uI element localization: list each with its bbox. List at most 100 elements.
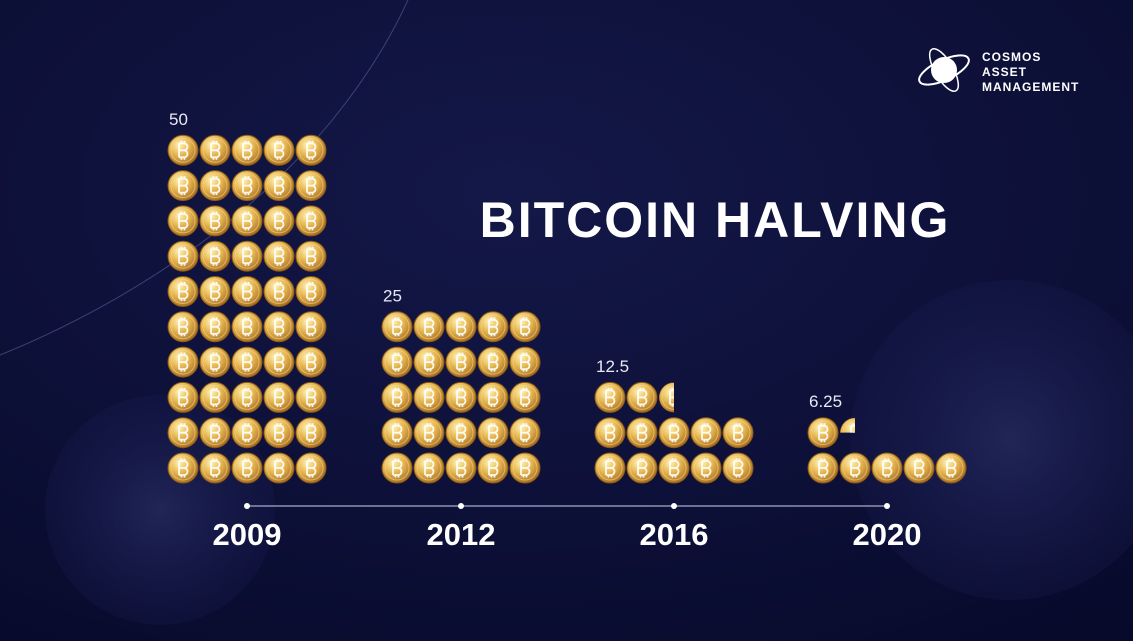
coin-symbol bbox=[242, 423, 253, 443]
coin-face bbox=[263, 170, 295, 202]
coin-symbol bbox=[242, 352, 253, 372]
coin-symbol bbox=[488, 387, 499, 407]
coin-symbol bbox=[456, 352, 467, 372]
coin-face bbox=[231, 452, 263, 484]
coin bbox=[167, 417, 199, 449]
coin-symbol bbox=[210, 140, 221, 160]
coin bbox=[167, 452, 199, 484]
coin-symbol bbox=[520, 387, 531, 407]
coin-rim bbox=[202, 173, 228, 199]
coin-face bbox=[477, 381, 509, 413]
coin-rim bbox=[512, 455, 538, 481]
coin-face bbox=[658, 452, 690, 484]
coin-symbol bbox=[637, 387, 648, 407]
coin bbox=[840, 417, 855, 433]
coin bbox=[263, 170, 295, 202]
coin-rim bbox=[202, 243, 228, 269]
coin-rim bbox=[234, 384, 260, 410]
coin-face bbox=[231, 381, 263, 413]
coin-symbol bbox=[306, 211, 317, 231]
coin-symbol bbox=[488, 352, 499, 372]
coin-rim bbox=[597, 420, 623, 446]
x-tick-label: 2012 bbox=[427, 517, 496, 552]
coin-face bbox=[295, 170, 327, 202]
logo-planet bbox=[931, 57, 957, 83]
coin bbox=[509, 311, 541, 343]
coin-face bbox=[295, 346, 327, 378]
coin-rim bbox=[234, 455, 260, 481]
coin-face bbox=[199, 417, 231, 449]
coin-symbol bbox=[242, 246, 253, 266]
coin-rim bbox=[266, 279, 292, 304]
coin-symbol bbox=[488, 423, 499, 443]
coin bbox=[413, 346, 445, 378]
coin-symbol bbox=[306, 282, 317, 301]
coin bbox=[381, 346, 413, 378]
coin bbox=[839, 452, 871, 484]
coin bbox=[871, 452, 903, 484]
coin-face bbox=[413, 417, 445, 449]
coin-symbol bbox=[424, 317, 435, 337]
coin-symbol bbox=[242, 282, 253, 301]
coin bbox=[295, 452, 327, 484]
coin bbox=[263, 417, 295, 449]
coin bbox=[626, 452, 658, 484]
coin-symbol bbox=[274, 246, 285, 266]
coin bbox=[413, 311, 445, 343]
logo-orbit bbox=[928, 47, 960, 93]
coin-face bbox=[295, 205, 327, 237]
coin-rim bbox=[416, 455, 442, 481]
timeline-dot bbox=[884, 503, 890, 509]
coin-face bbox=[935, 452, 967, 484]
coin bbox=[807, 452, 839, 484]
coin bbox=[722, 417, 754, 449]
coin-rim bbox=[202, 314, 228, 340]
coin-face bbox=[445, 311, 477, 343]
coin-rim bbox=[298, 384, 324, 410]
coin bbox=[263, 205, 295, 237]
coin bbox=[199, 417, 231, 449]
coin-face bbox=[167, 346, 199, 378]
coin-symbol bbox=[210, 282, 221, 301]
coin-face bbox=[295, 134, 327, 166]
coin-rim bbox=[384, 349, 410, 375]
coin bbox=[509, 452, 541, 484]
coin-face bbox=[295, 311, 327, 343]
coin bbox=[167, 134, 199, 166]
coin-rim bbox=[234, 173, 260, 199]
coin bbox=[231, 240, 263, 272]
coin-rim bbox=[661, 384, 674, 410]
coin-symbol bbox=[818, 423, 829, 443]
coin bbox=[413, 417, 445, 449]
coin bbox=[509, 381, 541, 413]
coin-face bbox=[263, 276, 295, 307]
coin-rim bbox=[938, 455, 964, 481]
coin-rim bbox=[266, 173, 292, 199]
coin-face bbox=[413, 452, 445, 484]
coin-symbol bbox=[488, 458, 499, 478]
coin-face bbox=[445, 346, 477, 378]
logo: COSMOS ASSET MANAGEMENT bbox=[918, 47, 1078, 94]
coin-face bbox=[167, 276, 199, 307]
coin-face bbox=[167, 417, 199, 449]
coin-face bbox=[263, 381, 295, 413]
coin-rim bbox=[234, 243, 260, 269]
coin-rim bbox=[448, 384, 474, 410]
coin-face bbox=[295, 240, 327, 272]
coin bbox=[263, 346, 295, 378]
coin-symbol bbox=[424, 387, 435, 407]
coin-face bbox=[722, 452, 754, 484]
coin-symbol bbox=[274, 282, 285, 301]
coin bbox=[626, 417, 658, 449]
coin-face bbox=[413, 381, 445, 413]
coin-face bbox=[199, 381, 231, 413]
timeline-dot bbox=[244, 503, 250, 509]
coin-rim bbox=[448, 420, 474, 446]
coin-face bbox=[445, 381, 477, 413]
coin bbox=[445, 346, 477, 378]
coin-face bbox=[477, 417, 509, 449]
coin-symbol bbox=[946, 458, 957, 478]
coin-symbol bbox=[669, 458, 680, 478]
coin bbox=[445, 311, 477, 343]
coin bbox=[199, 452, 231, 484]
